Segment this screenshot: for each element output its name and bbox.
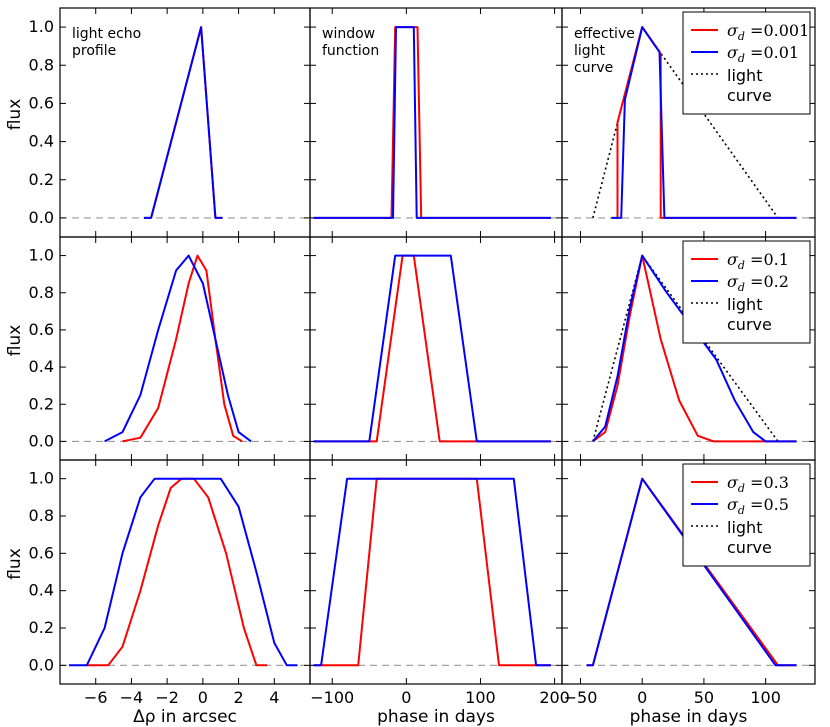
series-line bbox=[592, 254, 797, 443]
legend-label: σd =0.1 bbox=[727, 250, 789, 272]
y-tick-label: 0.4 bbox=[29, 132, 54, 151]
panel-label: effective bbox=[574, 26, 635, 42]
y-tick-label: 0.4 bbox=[29, 357, 54, 376]
legend-label: σd =0.3 bbox=[727, 473, 789, 495]
series-line bbox=[68, 477, 298, 667]
x-tick-label: −2 bbox=[155, 688, 179, 707]
legend-label: σd =0.01 bbox=[727, 43, 799, 65]
legend-label: curve bbox=[727, 538, 772, 557]
panel-frame bbox=[59, 459, 311, 685]
series-line bbox=[313, 254, 551, 443]
series-line bbox=[592, 26, 779, 219]
x-tick-label: −50 bbox=[564, 688, 598, 707]
legend-label: σd =0.5 bbox=[727, 495, 789, 517]
panel-label: curve bbox=[574, 60, 613, 76]
series-line bbox=[313, 477, 551, 667]
y-tick-label: 1.0 bbox=[29, 246, 54, 265]
y-tick-label: 0.2 bbox=[29, 394, 54, 413]
y-tick-label: 0.0 bbox=[29, 208, 54, 227]
legend-label: curve bbox=[727, 86, 772, 105]
series-line bbox=[143, 26, 223, 219]
y-tick-label: 0.8 bbox=[29, 506, 54, 525]
x-tick-label: 50 bbox=[694, 688, 714, 707]
y-tick-label: 0.8 bbox=[29, 283, 54, 302]
series-line bbox=[313, 26, 551, 219]
y-tick-label: 0.2 bbox=[29, 170, 54, 189]
series-line bbox=[592, 254, 779, 442]
y-tick-label: 0.6 bbox=[29, 93, 54, 112]
panel-label: light bbox=[574, 43, 606, 59]
x-tick-label: −6 bbox=[84, 688, 108, 707]
x-tick-label: 4 bbox=[269, 688, 279, 707]
x-tick-label: 100 bbox=[465, 688, 496, 707]
panel-label: profile bbox=[72, 43, 116, 59]
y-tick-label: 0.4 bbox=[29, 581, 54, 600]
series-line bbox=[313, 254, 551, 443]
x-tick-label: 0 bbox=[198, 688, 208, 707]
y-tick-label: 0.6 bbox=[29, 320, 54, 339]
x-tick-label: −100 bbox=[310, 688, 354, 707]
legend-label: light bbox=[727, 518, 762, 537]
y-tick-label: 1.0 bbox=[29, 17, 54, 36]
panel-1-1 bbox=[309, 236, 563, 461]
legend-label: light bbox=[727, 66, 762, 85]
x-tick-label: −4 bbox=[120, 688, 144, 707]
y-tick-label: 1.0 bbox=[29, 469, 54, 488]
x-axis-label: phase in days bbox=[377, 707, 495, 727]
x-tick-label: 200 bbox=[539, 688, 570, 707]
panel-frame bbox=[59, 236, 311, 461]
panel-2-0: −6 −4 −2 0 2 4 0.0 0.2 0.4 0.6 0.8 1.0 flux Δρ in arc… bbox=[5, 459, 311, 727]
panel-label: function bbox=[322, 43, 379, 59]
series-line bbox=[611, 26, 797, 219]
legend-label: σd =0.001 bbox=[727, 21, 809, 43]
y-axis-label: flux bbox=[5, 548, 25, 580]
series-line bbox=[592, 254, 797, 443]
x-axis-label: Δρ in arcsec bbox=[133, 707, 237, 727]
x-axis-label: phase in days bbox=[630, 707, 748, 727]
y-tick-label: 0.2 bbox=[29, 618, 54, 637]
panel-label: window bbox=[322, 26, 375, 42]
series-line bbox=[86, 477, 268, 667]
legend-label: light bbox=[727, 295, 762, 314]
y-axis-label: flux bbox=[5, 99, 25, 131]
x-tick-label: 100 bbox=[750, 688, 781, 707]
legend-label: curve bbox=[727, 315, 772, 334]
panel-frame bbox=[309, 236, 563, 461]
x-tick-label: 2 bbox=[233, 688, 243, 707]
series-line bbox=[122, 254, 243, 443]
series-line bbox=[586, 477, 797, 667]
panel-frame bbox=[561, 459, 816, 685]
legend-label: σd =0.2 bbox=[727, 272, 789, 294]
y-tick-label: 0.8 bbox=[29, 55, 54, 74]
series-line bbox=[143, 26, 223, 219]
panel-1-0: 0.0 0.2 0.4 0.6 0.8 1.0 flux bbox=[5, 236, 311, 461]
y-tick-label: 0.0 bbox=[29, 655, 54, 674]
series-line bbox=[104, 254, 252, 443]
x-tick-label: 0 bbox=[637, 688, 647, 707]
y-axis-label: flux bbox=[5, 325, 25, 357]
series-line bbox=[313, 477, 551, 667]
x-tick-label: 0 bbox=[401, 688, 411, 707]
panel-label: light echo bbox=[72, 26, 141, 42]
panel-2-1: −100 0 100 200 phase in days bbox=[309, 459, 570, 727]
y-tick-label: 0.6 bbox=[29, 543, 54, 562]
y-tick-label: 0.0 bbox=[29, 431, 54, 450]
